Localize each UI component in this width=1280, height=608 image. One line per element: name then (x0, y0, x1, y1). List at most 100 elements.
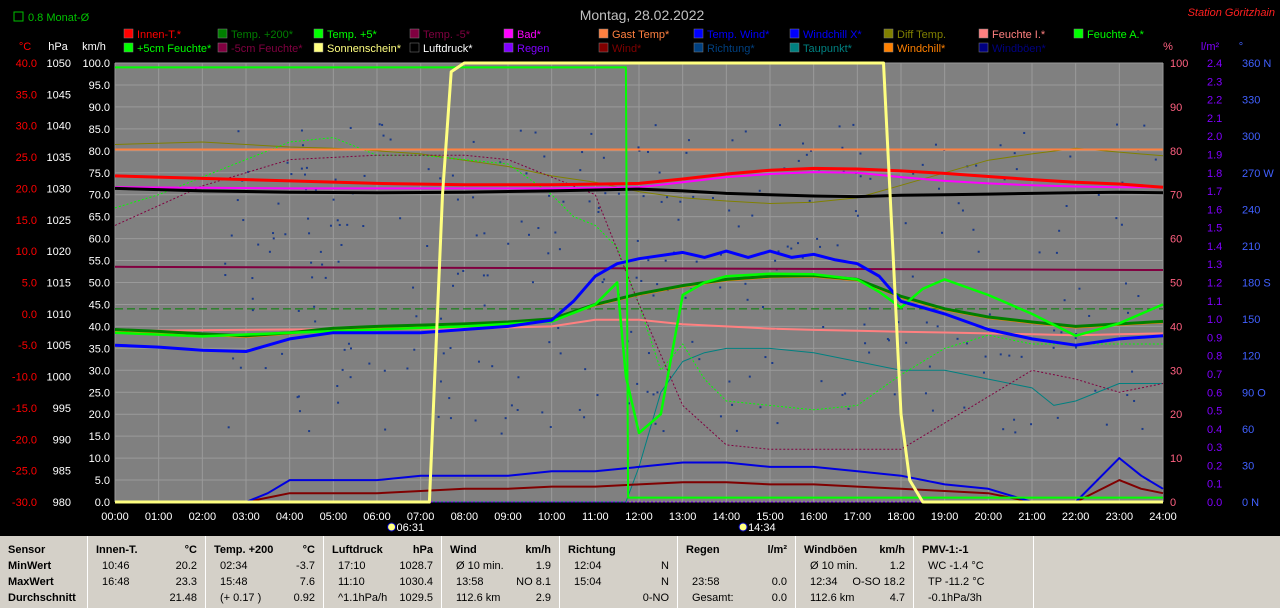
speed-tick-label: 55.0 (89, 256, 110, 268)
temp-tick-label: -5.0 (18, 340, 37, 352)
legend-label: Sonnenschein* (327, 43, 402, 55)
legend-swatch (409, 42, 420, 53)
direction-point (281, 352, 284, 355)
direction-point (247, 170, 250, 173)
stat-title: PMV-1:-1 (922, 544, 969, 556)
direction-tick-label: 120 (1242, 351, 1260, 363)
stat-unit: l/m² (767, 544, 787, 556)
direction-point (1020, 355, 1023, 358)
time-tick-label: 23:00 (1106, 511, 1134, 523)
direction-point (771, 361, 774, 364)
direction-point (1143, 124, 1146, 127)
direction-point (504, 417, 507, 420)
time-tick-label: 19:00 (931, 511, 959, 523)
pressure-tick-label: 1040 (47, 121, 71, 133)
stat-label: Ø 10 min. (810, 560, 858, 572)
direction-point (343, 348, 346, 351)
stat-value: 21.48 (169, 592, 197, 604)
legend-label: Gast Temp* (612, 29, 670, 41)
direction-point (856, 214, 859, 217)
direction-point (1127, 311, 1130, 314)
direction-point (537, 227, 540, 230)
sunrise-label: 06:31 (397, 522, 425, 534)
direction-point (656, 283, 659, 286)
direction-point (810, 149, 813, 152)
legend-swatch (883, 28, 894, 39)
direction-point (272, 237, 275, 240)
time-tick-label: 12:00 (625, 511, 653, 523)
speed-tick-label: 10.0 (89, 453, 110, 465)
direction-point (660, 200, 663, 203)
direction-point (912, 172, 915, 175)
unit-lm2: l/m² (1201, 41, 1220, 53)
direction-point (1013, 418, 1016, 421)
temp-tick-label: -10.0 (12, 372, 37, 384)
legend-label: Temp. +200* (231, 29, 294, 41)
direction-point (887, 339, 890, 342)
time-tick-label: 17:00 (844, 511, 872, 523)
direction-point (956, 337, 959, 340)
pressure-tick-label: 1015 (47, 278, 71, 290)
series-line--5cm-feuchte (114, 154, 1164, 450)
legend-swatch (883, 42, 894, 53)
rain-tick-label: 0.6 (1207, 387, 1222, 399)
time-tick-label: 14:00 (713, 511, 741, 523)
direction-point (305, 166, 308, 169)
direction-point (227, 426, 230, 429)
direction-point (378, 123, 381, 126)
humidity-tick-label: 60 (1170, 234, 1182, 246)
speed-tick-label: 85.0 (89, 124, 110, 136)
direction-point (822, 326, 825, 329)
stat-title: Innen-T. (96, 544, 138, 556)
stat-value: 4.7 (889, 592, 905, 604)
direction-point (239, 366, 242, 369)
direction-point (308, 232, 311, 235)
direction-point (941, 231, 944, 234)
rain-tick-label: 0.3 (1207, 442, 1222, 454)
speed-tick-label: 35.0 (89, 343, 110, 355)
direction-point (314, 188, 317, 191)
speed-tick-label: 70.0 (89, 190, 110, 202)
direction-point (257, 243, 260, 246)
legend-swatch (1073, 28, 1084, 39)
direction-point (854, 210, 857, 213)
direction-point (329, 224, 332, 227)
speed-tick-label: 95.0 (89, 80, 110, 92)
legend-swatch (598, 28, 609, 39)
direction-point (548, 194, 551, 197)
pressure-tick-label: 980 (53, 497, 71, 509)
direction-point (472, 140, 475, 143)
stat-unit: km/h (525, 544, 551, 556)
direction-point (1133, 399, 1136, 402)
direction-point (337, 401, 340, 404)
stat-value: 2.9 (535, 592, 551, 604)
direction-point (808, 199, 811, 202)
direction-point (1063, 299, 1066, 302)
direction-point (313, 305, 316, 308)
sunset-label: 14:34 (748, 522, 776, 534)
direction-point (232, 357, 235, 360)
direction-point (656, 391, 659, 394)
direction-point (349, 347, 352, 350)
direction-point (516, 408, 519, 411)
direction-point (1131, 370, 1134, 373)
direction-point (472, 196, 475, 199)
direction-point (728, 209, 731, 212)
legend-label: Temp. Wind* (707, 29, 770, 41)
pressure-tick-label: 1020 (47, 246, 71, 258)
direction-point (777, 250, 780, 253)
direction-point (737, 225, 740, 228)
direction-point (758, 189, 761, 192)
stat-column: PMV-1:-1 WC -1.4 °C TP -11.2 °C -0.1hPa/3h (914, 536, 1034, 608)
direction-point (712, 196, 715, 199)
direction-tick-label: 150 (1242, 314, 1260, 326)
direction-point (236, 199, 239, 202)
direction-tick-label: 270 W (1242, 168, 1274, 180)
direction-point (1013, 152, 1016, 155)
direction-point (1154, 158, 1157, 161)
direction-point (647, 259, 650, 262)
direction-point (349, 376, 352, 379)
direction-point (642, 195, 645, 198)
direction-point (308, 430, 311, 433)
direction-point (483, 232, 486, 235)
